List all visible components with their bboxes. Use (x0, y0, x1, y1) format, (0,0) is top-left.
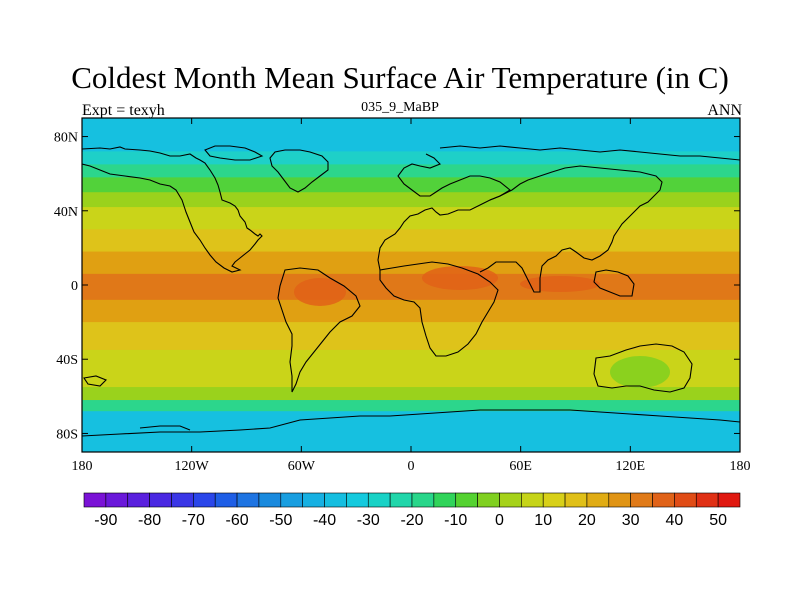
colorbar-swatch (477, 492, 500, 508)
lat-tick-label: 80N (54, 131, 78, 146)
colorbar-label: 10 (534, 512, 552, 529)
colorbar-swatch (521, 492, 544, 508)
colorbar-swatch (346, 492, 369, 508)
coastline-africa (379, 261, 499, 357)
lat-tick-label: 80S (56, 427, 78, 442)
temperature-band-13 (82, 400, 740, 412)
lon-tick-label: 180 (72, 459, 93, 474)
coastline-south-islands (83, 375, 107, 387)
temperature-band-8 (82, 273, 740, 301)
coastline-asia (479, 165, 663, 293)
colorbar-label: -80 (138, 512, 161, 529)
regional-anomaly-1 (422, 266, 498, 290)
temperature-band-4 (82, 192, 740, 208)
temperature-bands (82, 118, 740, 452)
colorbar-label: -70 (182, 512, 205, 529)
colorbar-label: -20 (400, 512, 423, 529)
colorbar-swatch (455, 492, 478, 508)
temperature-band-7 (82, 251, 740, 275)
colorbar-swatch (280, 492, 303, 508)
continent-outlines (82, 145, 740, 437)
colorbar-label: -50 (269, 512, 292, 529)
coastline-arctic-asia (439, 145, 740, 161)
colorbar-swatch (433, 492, 457, 508)
lon-tick-label: 180 (730, 459, 751, 474)
temperature-band-12 (82, 387, 740, 401)
colorbar-swatch (411, 492, 435, 508)
time-period-label: 035_9_MaBP (361, 100, 439, 115)
colorbar-swatch (695, 492, 719, 508)
colorbar-swatch (193, 492, 216, 508)
experiment-label: Expt = texyh (82, 102, 165, 119)
lat-tick-label: 0 (71, 279, 78, 294)
colorbar-swatch (214, 492, 238, 508)
colorbar-label: -40 (313, 512, 336, 529)
coastline-europe (377, 153, 511, 271)
temperature-band-9 (82, 299, 740, 323)
coastline-australia (593, 343, 693, 393)
colorbar-label: 20 (578, 512, 596, 529)
lon-tick-label: 60W (288, 459, 316, 474)
regional-anomaly-0 (294, 278, 346, 306)
colorbar-label: 0 (495, 512, 504, 529)
colorbar-swatch (302, 492, 325, 508)
lon-tick-label: 0 (408, 459, 415, 474)
colorbar-swatch (586, 492, 610, 508)
temperature-band-10 (82, 322, 740, 351)
colorbar-swatch (564, 492, 588, 508)
temperature-band-3 (82, 177, 740, 193)
colorbar-swatch (171, 492, 194, 508)
coastline-arctic-islands (204, 145, 264, 161)
lat-tick-label: 40N (54, 205, 78, 220)
colorbar-swatch (389, 492, 413, 508)
colorbar-swatch (367, 492, 391, 508)
temperature-band-5 (82, 207, 740, 230)
colorbar-swatch (674, 492, 697, 508)
coastline-antarctic-peninsula (139, 425, 191, 431)
colorbar-swatch (83, 492, 107, 508)
colorbar-swatch (127, 492, 150, 508)
colorbar-swatch (324, 492, 347, 508)
coastline-north-america (82, 146, 263, 273)
colorbar-swatch (630, 492, 653, 508)
temperature-band-2 (82, 164, 740, 178)
coastline-south-america (277, 267, 361, 393)
temperature-band-1 (82, 151, 740, 165)
colorbar-swatch (608, 492, 631, 508)
lat-tick-label: 40S (56, 353, 78, 368)
lon-tick-label: 120E (616, 459, 646, 474)
colorbar-label: -90 (94, 512, 117, 529)
colorbar-swatch (236, 492, 260, 508)
coastline-antarctica (82, 409, 740, 437)
coastline-se-asia (593, 269, 635, 297)
map-plot-area (81, 117, 741, 453)
colorbar-swatch (717, 492, 741, 508)
colorbar-swatch (499, 492, 522, 508)
season-label: ANN (707, 102, 742, 119)
lon-tick-label: 60E (509, 459, 532, 474)
colorbar-swatch (652, 492, 675, 508)
colorbar-label: -60 (226, 512, 249, 529)
coastline-greenland (269, 149, 329, 193)
temperature-band-6 (82, 229, 740, 253)
lon-tick-label: 120W (175, 459, 210, 474)
colorbar-swatch (149, 492, 172, 508)
colorbar-label: 40 (666, 512, 684, 529)
map-title: Coldest Month Mean Surface Air Temperatu… (71, 60, 729, 95)
regional-anomaly-3 (610, 356, 670, 388)
colorbar-swatch (542, 492, 566, 508)
colorbar-swatch (105, 492, 129, 508)
colorbar-label: -30 (357, 512, 380, 529)
axis-ticks: 80N 40N 0 40S 80S 180 120W 60W 0 60E 120E 180 (54, 118, 751, 474)
regional-anomaly-2 (520, 276, 600, 292)
colorbar-label: 50 (709, 512, 727, 529)
colorbar-label: -10 (444, 512, 467, 529)
colorbar-label: 30 (622, 512, 640, 529)
colorbar-swatch (258, 492, 282, 508)
colorbar: -90 -80 -70 -60 -50 -40 -30 -20 -10 0 10 20 30 40 50 (83, 492, 741, 529)
